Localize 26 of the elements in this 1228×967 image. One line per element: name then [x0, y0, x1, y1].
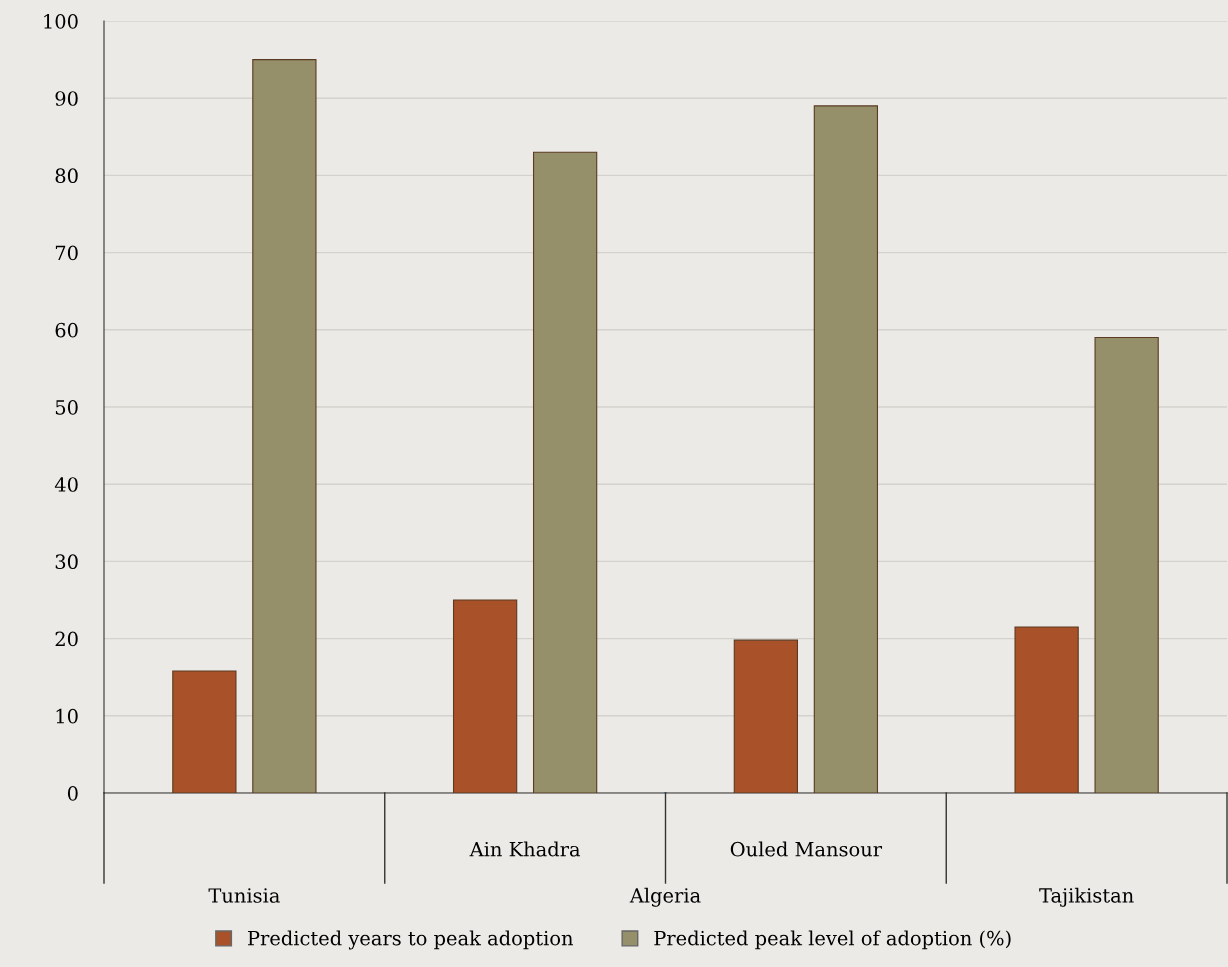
y-tick-label: 50 [55, 399, 78, 415]
y-tick-label: 30 [55, 554, 78, 570]
legend-label: Predicted peak level of adoption (%) [654, 930, 1011, 950]
y-tick-label: 60 [55, 322, 78, 338]
bar [1094, 336, 1159, 793]
y-tick-label: 20 [55, 631, 78, 647]
y-tick-label: 70 [55, 245, 78, 261]
y-tick-label: 100 [44, 13, 78, 29]
bar [532, 151, 598, 793]
y-tick-label: 10 [56, 708, 78, 724]
legend-label: Predicted years to peak adoption [248, 930, 573, 950]
x-tick-label: Tunisia [208, 888, 280, 903]
y-tick-label: 40 [54, 477, 78, 492]
bar [733, 639, 799, 793]
y-tick-label: 0 [67, 785, 78, 801]
x-tick-label: Ouled Mansour [730, 841, 883, 857]
bar [1014, 626, 1079, 793]
bar [452, 599, 518, 793]
x-tick-label: Tajikistan [1039, 887, 1134, 907]
bar [813, 105, 879, 793]
bar [252, 59, 317, 793]
y-tick-label: 90 [55, 91, 78, 106]
bar [172, 670, 237, 793]
x-tick-label: Ain Khadra [469, 841, 581, 857]
text: Algeria [629, 887, 701, 907]
y-tick-label: 80 [55, 168, 78, 184]
